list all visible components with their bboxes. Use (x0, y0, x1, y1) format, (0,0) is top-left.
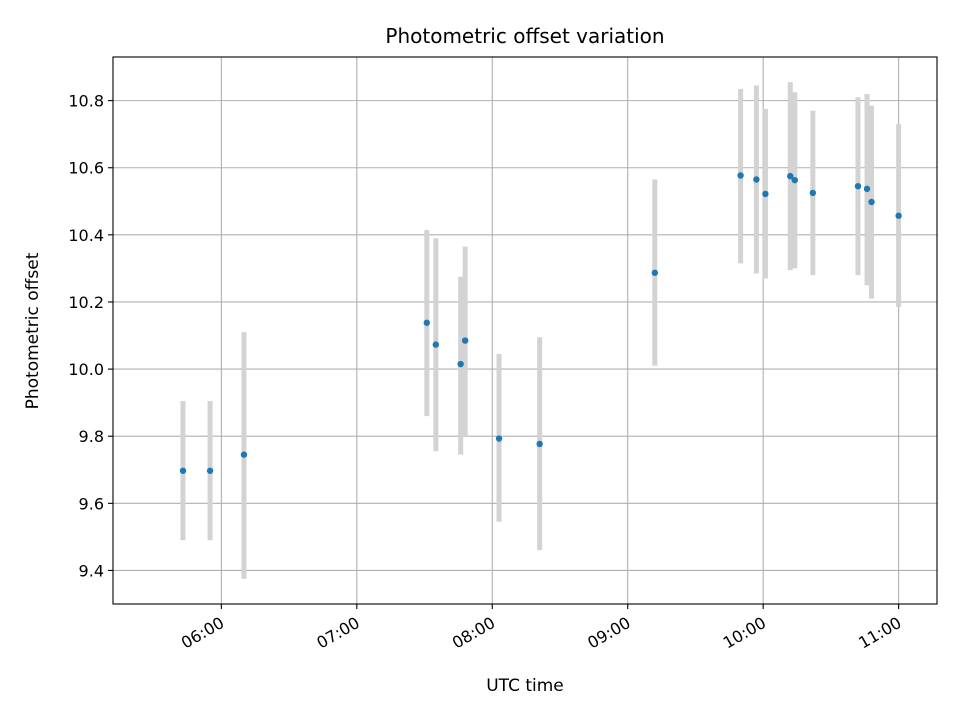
y-axis: 9.4 9.6 9.8 10.0 10.2 10.4 10.6 10.8 (68, 92, 113, 580)
data-point (206, 467, 214, 474)
x-tick-label: 09:00 (584, 613, 633, 653)
x-axis: 06:00 07:00 08:00 09:00 10:00 11:00 (178, 604, 905, 653)
y-tick-label: 9.8 (79, 427, 104, 446)
y-tick-label: 10.4 (68, 226, 104, 245)
y-tick-label: 9.6 (79, 494, 104, 513)
data-point (868, 198, 875, 206)
data-point (895, 212, 902, 219)
data-point (651, 269, 659, 276)
y-tick-label: 10.8 (68, 92, 104, 111)
data-point (536, 440, 543, 448)
data-point (179, 467, 187, 474)
x-axis-label: UTC time (486, 676, 564, 696)
data-point (753, 176, 760, 183)
data-point (495, 435, 503, 442)
x-tick-label: 11:00 (855, 613, 904, 653)
data-point (854, 182, 862, 190)
data-point (863, 185, 871, 193)
x-tick-label: 07:00 (313, 613, 362, 653)
y-tick-label: 10.2 (68, 293, 104, 312)
chart-title: Photometric offset variation (385, 24, 664, 48)
data-point (737, 172, 744, 179)
y-tick-label: 9.4 (79, 561, 104, 580)
data-point (762, 190, 769, 198)
data-point (432, 341, 440, 348)
data-point (423, 319, 430, 326)
x-tick-label: 08:00 (449, 613, 498, 653)
data-point (791, 176, 798, 184)
y-tick-label: 10.6 (68, 159, 104, 178)
y-tick-label: 10.0 (68, 360, 104, 379)
error-bars (180, 82, 902, 579)
data-points (179, 172, 902, 474)
x-tick-label: 10:00 (720, 613, 769, 653)
data-point (809, 189, 817, 197)
x-tick-label: 06:00 (178, 613, 227, 653)
data-point (240, 451, 248, 458)
data-point (457, 360, 464, 368)
data-point (787, 172, 794, 180)
y-axis-label: Photometric offset (23, 252, 43, 409)
plot-frame (112, 56, 938, 605)
data-point (461, 337, 469, 344)
